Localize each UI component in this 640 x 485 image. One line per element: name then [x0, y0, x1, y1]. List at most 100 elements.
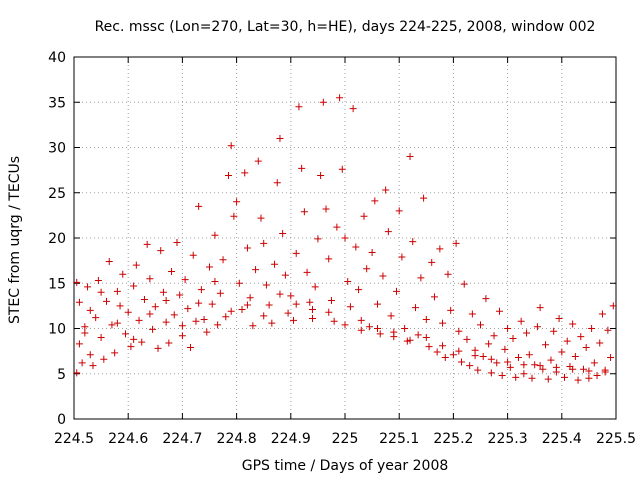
data-point — [86, 351, 94, 359]
data-point — [563, 337, 571, 345]
data-point — [452, 239, 460, 247]
data-point — [162, 296, 170, 304]
data-point — [466, 362, 474, 370]
data-point — [100, 355, 108, 363]
data-point — [398, 253, 406, 261]
data-point — [593, 372, 601, 380]
x-tick-label: 225.3 — [488, 431, 528, 447]
data-point — [187, 344, 195, 352]
data-point — [84, 283, 92, 291]
data-point — [81, 323, 89, 331]
data-point — [420, 194, 428, 202]
data-point — [506, 363, 514, 371]
data-point — [113, 287, 121, 295]
y-tick-label: 35 — [48, 95, 66, 111]
data-point — [493, 359, 501, 367]
data-point — [178, 332, 186, 340]
data-point — [449, 351, 457, 359]
x-tick-label: 225.2 — [433, 431, 473, 447]
data-point — [577, 333, 585, 341]
data-point — [498, 372, 506, 380]
data-point — [157, 247, 165, 255]
data-point — [463, 335, 471, 343]
data-point — [73, 278, 81, 286]
data-point — [105, 258, 113, 266]
data-point — [249, 322, 257, 330]
data-point — [287, 292, 295, 300]
data-point — [468, 310, 476, 318]
data-point — [306, 298, 314, 306]
data-point — [523, 329, 531, 337]
data-point — [357, 316, 365, 324]
data-point — [460, 280, 468, 288]
data-point — [374, 325, 382, 332]
data-point — [103, 297, 111, 305]
data-point — [471, 352, 479, 360]
data-point — [355, 286, 363, 294]
x-tick-label: 224.8 — [217, 431, 257, 447]
data-point — [509, 334, 517, 342]
data-point — [365, 323, 373, 331]
data-point — [387, 312, 395, 320]
data-point — [325, 255, 333, 263]
data-point — [569, 320, 577, 328]
data-point — [113, 319, 121, 327]
data-point — [284, 309, 292, 317]
data-point — [514, 353, 522, 361]
data-point — [211, 231, 219, 239]
y-tick-label: 0 — [57, 412, 66, 428]
data-point — [341, 321, 349, 329]
data-point — [322, 205, 330, 213]
data-point — [590, 359, 598, 367]
data-point — [582, 344, 590, 352]
data-point — [490, 332, 498, 340]
y-tick-label: 15 — [48, 276, 66, 292]
data-point — [224, 172, 232, 180]
data-point — [447, 306, 455, 314]
data-point — [146, 275, 154, 283]
x-axis: 224.5 224.6 224.7 224.8 224.9 225 225.1 225.2 22… — [54, 57, 636, 447]
data-point — [344, 277, 352, 285]
data-point — [203, 328, 211, 336]
data-point — [517, 317, 525, 325]
data-point — [78, 359, 86, 367]
data-point — [97, 334, 105, 342]
data-point — [352, 243, 360, 251]
data-point — [292, 249, 300, 257]
data-point — [92, 314, 100, 322]
data-point — [195, 299, 203, 307]
y-tick-label: 10 — [48, 322, 66, 338]
data-point — [241, 169, 249, 177]
data-point — [596, 339, 604, 347]
data-point — [75, 340, 83, 348]
data-point — [436, 245, 444, 253]
data-point — [455, 347, 463, 355]
data-point — [124, 308, 132, 316]
data-point — [260, 312, 268, 320]
y-tick-label: 30 — [48, 141, 66, 157]
data-point — [130, 335, 138, 343]
data-point — [382, 186, 390, 194]
data-point — [609, 302, 617, 310]
data-point — [75, 298, 83, 306]
data-point — [536, 304, 544, 312]
data-point — [495, 307, 503, 315]
data-point — [504, 358, 512, 366]
data-point — [268, 319, 276, 327]
x-tick-label: 224.6 — [108, 431, 148, 447]
data-point — [178, 322, 186, 330]
data-point — [292, 300, 300, 308]
data-point — [547, 356, 555, 364]
y-axis-label: STEC from uqrg / TECUs — [7, 156, 23, 324]
data-point — [168, 267, 176, 275]
data-point — [279, 229, 287, 237]
data-point — [585, 367, 593, 375]
data-point — [428, 258, 436, 266]
data-point — [585, 374, 593, 382]
data-point — [512, 373, 520, 381]
data-point — [401, 325, 409, 332]
data-point — [211, 277, 219, 285]
data-point — [430, 293, 438, 301]
data-point — [371, 197, 379, 205]
data-point — [574, 376, 582, 384]
